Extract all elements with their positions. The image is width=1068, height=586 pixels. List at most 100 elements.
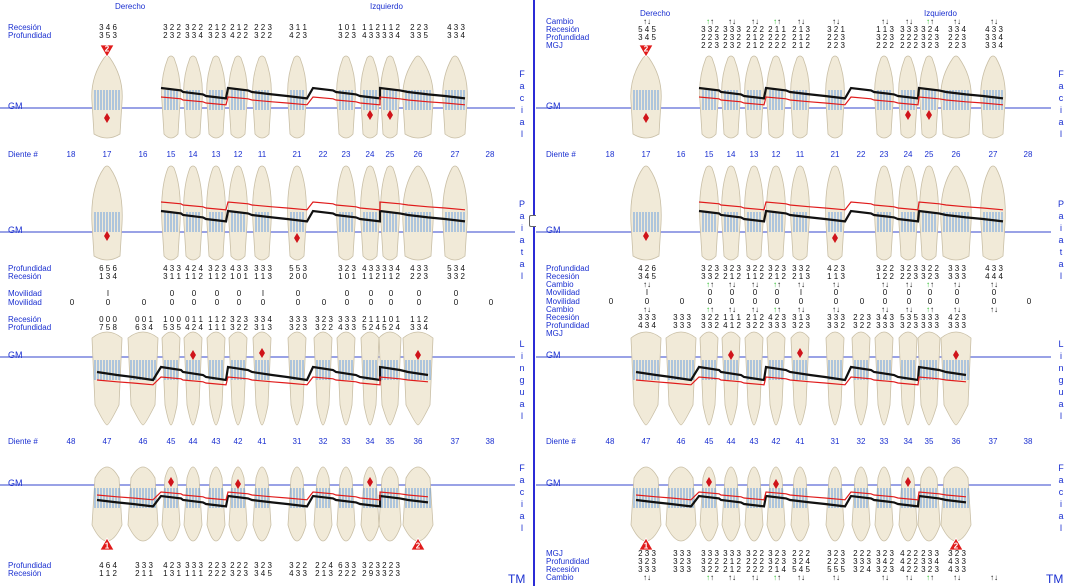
- tooth-number[interactable]: 12: [771, 150, 781, 159]
- tooth-number[interactable]: 44: [188, 437, 198, 446]
- tooth-number[interactable]: 22: [318, 150, 328, 159]
- tooth[interactable]: [336, 55, 356, 139]
- tooth[interactable]: [252, 55, 272, 139]
- tooth-number[interactable]: 26: [951, 150, 961, 159]
- tooth[interactable]: [721, 466, 741, 542]
- tooth-number[interactable]: 41: [257, 437, 267, 446]
- tooth[interactable]: [721, 165, 741, 261]
- tooth[interactable]: [228, 55, 248, 139]
- tooth-number[interactable]: 25: [385, 150, 395, 159]
- tooth-number[interactable]: 18: [66, 150, 76, 159]
- tooth[interactable]: [874, 466, 894, 542]
- tooth[interactable]: [630, 55, 662, 139]
- tooth[interactable]: [127, 466, 159, 542]
- tooth-number[interactable]: 13: [749, 150, 759, 159]
- tooth-number[interactable]: 11: [257, 150, 267, 159]
- tooth[interactable]: [721, 55, 741, 139]
- tooth[interactable]: [252, 331, 272, 426]
- tooth-number[interactable]: 35: [385, 437, 395, 446]
- tooth[interactable]: [790, 466, 810, 542]
- tooth-number[interactable]: 16: [138, 150, 148, 159]
- tooth[interactable]: [940, 331, 972, 426]
- tooth[interactable]: [940, 55, 972, 139]
- panel-divider[interactable]: [533, 0, 535, 586]
- tooth[interactable]: [402, 331, 434, 426]
- tooth-number[interactable]: 38: [1023, 437, 1033, 446]
- tooth-number[interactable]: 47: [102, 437, 112, 446]
- tooth-number[interactable]: 14: [188, 150, 198, 159]
- tooth-number[interactable]: 23: [879, 150, 889, 159]
- warning-badge[interactable]: 2: [410, 537, 426, 551]
- tooth[interactable]: [380, 55, 400, 139]
- tooth-number[interactable]: 18: [605, 150, 615, 159]
- tooth-number[interactable]: 45: [166, 437, 176, 446]
- tooth[interactable]: [851, 466, 871, 542]
- tooth[interactable]: [360, 165, 380, 261]
- tooth[interactable]: [402, 165, 434, 261]
- tooth-number[interactable]: 21: [292, 150, 302, 159]
- tooth-number[interactable]: 25: [924, 150, 934, 159]
- tooth-number[interactable]: 47: [641, 437, 651, 446]
- tooth[interactable]: [402, 55, 434, 139]
- tooth[interactable]: [940, 466, 972, 542]
- tooth[interactable]: [402, 466, 434, 542]
- tooth-number[interactable]: 12: [233, 150, 243, 159]
- tooth-number[interactable]: 31: [292, 437, 302, 446]
- tooth[interactable]: [630, 165, 662, 261]
- tooth[interactable]: [699, 55, 719, 139]
- tooth[interactable]: [91, 466, 123, 542]
- tooth[interactable]: [721, 331, 741, 426]
- tooth-number[interactable]: 31: [830, 437, 840, 446]
- tooth-number[interactable]: 28: [485, 150, 495, 159]
- tooth[interactable]: [699, 466, 719, 542]
- tooth[interactable]: [744, 165, 764, 261]
- tooth[interactable]: [442, 165, 468, 261]
- tooth[interactable]: [874, 55, 894, 139]
- tooth[interactable]: [360, 466, 380, 542]
- tooth[interactable]: [766, 55, 786, 139]
- tooth[interactable]: [183, 466, 203, 542]
- tooth[interactable]: [91, 165, 123, 261]
- tooth[interactable]: [917, 466, 941, 542]
- tooth[interactable]: [91, 55, 123, 139]
- tooth[interactable]: [630, 466, 662, 542]
- tooth-number[interactable]: 28: [1023, 150, 1033, 159]
- tooth-number[interactable]: 13: [211, 150, 221, 159]
- tooth[interactable]: [206, 165, 226, 261]
- tooth-number[interactable]: 48: [605, 437, 615, 446]
- tooth[interactable]: [378, 466, 402, 542]
- tooth-number[interactable]: 36: [951, 437, 961, 446]
- warning-badge[interactable]: 2: [99, 45, 115, 58]
- tooth[interactable]: [790, 165, 810, 261]
- tooth[interactable]: [336, 466, 356, 542]
- tooth[interactable]: [630, 331, 662, 426]
- tooth[interactable]: [790, 331, 810, 426]
- tooth-number[interactable]: 48: [66, 437, 76, 446]
- tooth-number[interactable]: 32: [318, 437, 328, 446]
- tooth-number[interactable]: 27: [988, 150, 998, 159]
- tooth-number[interactable]: 21: [830, 150, 840, 159]
- tooth[interactable]: [287, 165, 307, 261]
- tooth-number[interactable]: 17: [641, 150, 651, 159]
- tooth[interactable]: [252, 165, 272, 261]
- tooth-number[interactable]: 24: [365, 150, 375, 159]
- warning-badge[interactable]: 1: [638, 537, 654, 551]
- tooth-number[interactable]: 17: [102, 150, 112, 159]
- tooth[interactable]: [919, 55, 939, 139]
- tooth[interactable]: [825, 466, 845, 542]
- tooth-number[interactable]: 37: [988, 437, 998, 446]
- tooth-number[interactable]: 15: [704, 150, 714, 159]
- tooth-number[interactable]: 38: [485, 437, 495, 446]
- tooth-number[interactable]: 11: [795, 150, 805, 159]
- tooth-number[interactable]: 27: [450, 150, 460, 159]
- tooth-number[interactable]: 26: [413, 150, 423, 159]
- tooth[interactable]: [980, 165, 1006, 261]
- tooth[interactable]: [825, 165, 845, 261]
- tooth[interactable]: [898, 165, 918, 261]
- tooth[interactable]: [161, 55, 181, 139]
- tooth-number[interactable]: 46: [138, 437, 148, 446]
- tooth-number[interactable]: 14: [726, 150, 736, 159]
- tooth[interactable]: [766, 466, 786, 542]
- tooth-number[interactable]: 37: [450, 437, 460, 446]
- tooth-number[interactable]: 43: [749, 437, 759, 446]
